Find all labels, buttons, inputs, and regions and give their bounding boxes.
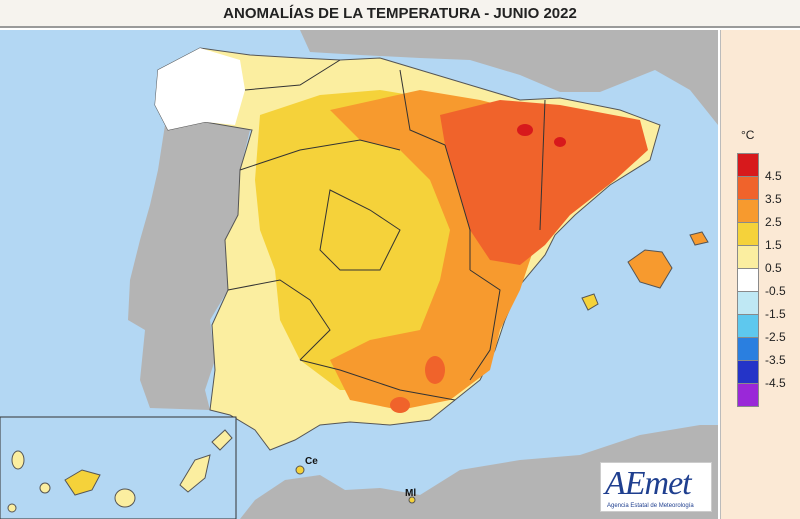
melilla-marker bbox=[408, 496, 416, 504]
legend-label: -3.5 bbox=[765, 353, 786, 367]
legend-label: -2.5 bbox=[765, 330, 786, 344]
legend-swatch bbox=[737, 245, 759, 269]
map-title: ANOMALÍAS DE LA TEMPERATURA - JUNIO 2022 bbox=[0, 0, 800, 28]
legend-swatch bbox=[737, 199, 759, 223]
legend-unit: °C bbox=[741, 128, 755, 142]
portugal-land bbox=[128, 122, 250, 410]
legend-label: -1.5 bbox=[765, 307, 786, 321]
legend-swatch bbox=[737, 383, 759, 407]
aemet-logo: AEmet Agencia Estatal de Meteorología bbox=[600, 462, 712, 512]
canary-islands bbox=[7, 429, 233, 513]
hotspot-3 bbox=[425, 356, 445, 384]
legend-swatch bbox=[737, 291, 759, 315]
legend-swatch bbox=[737, 314, 759, 338]
mallorca-island bbox=[627, 249, 673, 289]
menorca-island bbox=[689, 231, 709, 246]
north-africa-land bbox=[240, 425, 718, 519]
legend-panel: °C 4.5 3.5 2.5 1.5 0.5 -0.5 -1.5 -2.5 -3… bbox=[720, 30, 800, 519]
legend-swatch bbox=[737, 153, 759, 177]
ceuta-label: Ce bbox=[305, 456, 318, 467]
ceuta-marker bbox=[295, 465, 305, 475]
hotspot-4 bbox=[390, 397, 410, 413]
legend-swatch bbox=[737, 268, 759, 292]
legend-colorbar bbox=[737, 153, 759, 407]
hotspot-2 bbox=[554, 137, 566, 147]
france-land bbox=[300, 30, 718, 125]
legend-label: 2.5 bbox=[765, 215, 782, 229]
legend-label: 0.5 bbox=[765, 261, 782, 275]
aemet-logo-mark: AEmet bbox=[605, 465, 692, 502]
legend-label: 3.5 bbox=[765, 192, 782, 206]
melilla-label: Ml bbox=[405, 488, 416, 499]
legend-swatch bbox=[737, 337, 759, 361]
legend-label: 1.5 bbox=[765, 238, 782, 252]
temperature-anomaly-map: Ce Ml bbox=[0, 30, 718, 519]
northeast-hot-zone bbox=[440, 100, 648, 265]
region-borders bbox=[227, 59, 546, 401]
ibiza-island bbox=[581, 293, 599, 311]
aemet-logo-subtitle: Agencia Estatal de Meteorología bbox=[607, 503, 694, 509]
legend-swatch bbox=[737, 222, 759, 246]
legend-label: -0.5 bbox=[765, 284, 786, 298]
legend-swatch bbox=[737, 176, 759, 200]
legend-label: 4.5 bbox=[765, 169, 782, 183]
hotspot-1 bbox=[517, 124, 533, 136]
galicia-region bbox=[155, 48, 245, 130]
legend-label: -4.5 bbox=[765, 376, 786, 390]
legend-swatch bbox=[737, 360, 759, 384]
